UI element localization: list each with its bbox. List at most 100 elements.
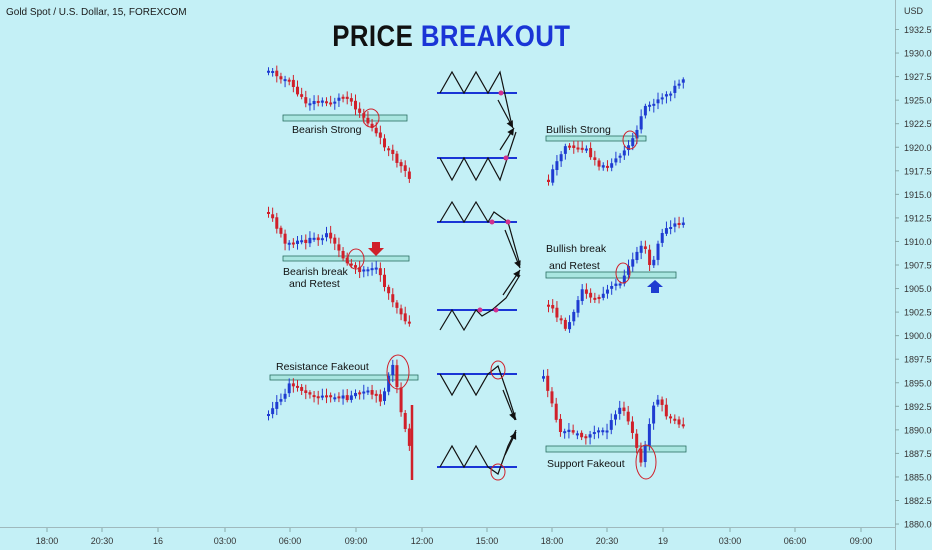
price-tick-label: 1920.00 (904, 143, 932, 153)
zigzag-bullish-retest (440, 275, 520, 330)
resistance-fakeout-candle (304, 390, 307, 393)
bullish-retest-candle (619, 284, 622, 286)
breakout-point (506, 220, 511, 225)
bearish-strong-candle (346, 97, 349, 99)
bearish-strong-candle (375, 128, 378, 133)
bearish-strong-candle (317, 101, 320, 103)
support-fakeout-candle (631, 422, 634, 433)
price-tick-label: 1930.00 (904, 49, 932, 59)
bearish-retest-candle (300, 240, 303, 242)
bearish-retest-candle (267, 212, 270, 214)
bearish-strong-candle (379, 132, 382, 137)
bearish-retest-candle (333, 238, 336, 244)
bearish-retest-candle (366, 269, 369, 271)
bearish-strong-candle (321, 101, 324, 103)
bullish-strong-candle (657, 99, 660, 103)
price-tick-label: 1890.00 (904, 425, 932, 435)
up-arrow-icon (647, 280, 663, 293)
support-fakeout-candle (580, 433, 583, 437)
bullish-retest-candle (593, 298, 596, 300)
bullish-retest-candle (657, 244, 660, 260)
price-tick-label: 1907.50 (904, 261, 932, 271)
bullish-retest-label-2: and Retest (549, 260, 600, 272)
bearish-retest-candle (296, 241, 299, 244)
bullish-strong-candle (648, 105, 651, 107)
time-axis: 18:00 20:30 16 03:00 06:00 09:00 12:00 15:00 18:… (0, 528, 895, 547)
bearish-strong-candle (358, 109, 361, 113)
bullish-strong-candle (652, 104, 655, 106)
bearish-retest-candle (408, 322, 411, 324)
arrow-head (507, 128, 514, 136)
bullish-retest-candle (606, 290, 609, 294)
support-fakeout-candle (669, 416, 672, 418)
support-fakeout-candle (614, 414, 617, 419)
resistance-fakeout-candle (375, 394, 378, 396)
arrow-head (513, 270, 520, 278)
bullish-strong-candle (678, 84, 681, 86)
bullish-strong-candle (619, 156, 622, 158)
support-fakeout-label: Support Fakeout (547, 458, 625, 470)
bearish-retest-candle (304, 240, 307, 243)
support-fakeout-candle (563, 431, 566, 433)
bearish-strong-candle (275, 71, 278, 77)
resistance-fakeout-candle (288, 383, 291, 393)
bullish-strong-candle (623, 150, 626, 155)
bearish-strong-candle (271, 71, 274, 73)
bullish-retest-candle (669, 227, 672, 229)
support-fakeout-candle (550, 391, 553, 403)
bearish-strong-candle (325, 101, 328, 103)
support-fakeout-candle (584, 436, 587, 438)
bullish-strong-candle (572, 145, 575, 148)
support-fakeout-candle (652, 406, 655, 424)
bullish-strong-candle (551, 169, 554, 182)
price-tick-label: 1887.50 (904, 449, 932, 459)
bullish-retest-candle (678, 223, 681, 225)
price-tick-label: 1895.00 (904, 378, 932, 388)
bullish-strong-candle (673, 86, 676, 93)
support-fakeout-candle (639, 449, 642, 463)
support-fakeout-candle (589, 434, 592, 437)
bullish-retest-candle (648, 250, 651, 265)
bearish-strong-candle (300, 94, 303, 97)
support-fakeout-candle (610, 420, 613, 430)
bearish-retest-candle (329, 233, 332, 239)
support-fakeout-candle (567, 430, 570, 432)
bearish-strong-candle (308, 103, 311, 105)
bullish-retest-zone (546, 272, 676, 278)
bearish-retest-candle (317, 238, 320, 241)
support-fakeout-candle (618, 408, 621, 414)
resistance-fakeout-candle (391, 365, 394, 375)
bullish-strong-candle (598, 160, 601, 166)
support-fakeout-candle (601, 430, 604, 432)
resistance-fakeout-candle (267, 414, 270, 416)
bearish-retest-candle (391, 294, 394, 302)
bullish-strong-label: Bullish Strong (546, 124, 611, 136)
bearish-strong-candle (292, 80, 295, 87)
bullish-retest-candle (673, 223, 676, 226)
bullish-strong-candle (610, 163, 613, 168)
breakout-point (490, 220, 495, 225)
bearish-retest-candle (337, 244, 340, 250)
time-tick-label: 18:00 (36, 536, 59, 546)
price-tick-label: 1880.00 (904, 520, 932, 530)
support-fakeout-candle (555, 404, 558, 420)
resistance-fakeout-candle (342, 396, 345, 399)
bearish-strong-zone (283, 115, 407, 121)
time-tick-label: 19 (658, 536, 668, 546)
resistance-fakeout-candle (350, 395, 353, 400)
bullish-strong-candle (631, 138, 634, 146)
resistance-fakeout-candle (317, 396, 320, 398)
bullish-retest-candle (661, 233, 664, 243)
support-fakeout-candle (644, 446, 647, 462)
support-fakeout-candle (627, 412, 630, 422)
bearish-retest-candle (288, 243, 291, 245)
support-fakeout-candle (682, 424, 685, 426)
bearish-retest-label-2: and Retest (289, 278, 340, 290)
time-tick-label: 09:00 (850, 536, 873, 546)
support-fakeout-candle (622, 408, 625, 412)
bullish-strong-candle (606, 166, 609, 168)
price-tick-label: 1912.50 (904, 213, 932, 223)
resistance-fakeout-candle (279, 399, 282, 402)
time-tick-label: 09:00 (345, 536, 368, 546)
